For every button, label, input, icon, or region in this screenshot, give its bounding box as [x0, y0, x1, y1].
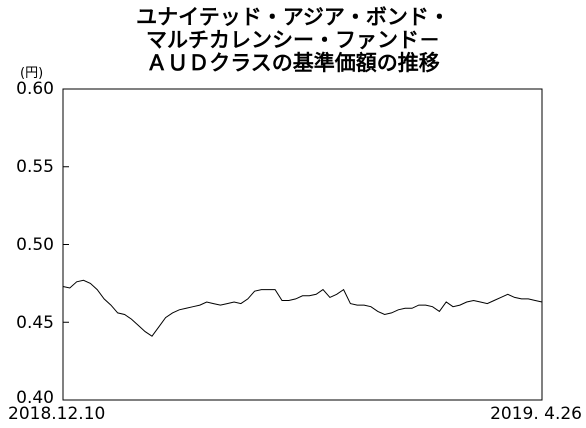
y-tick-label-0.45: 0.45	[16, 313, 54, 333]
y-tick-label-0.55: 0.55	[16, 157, 54, 177]
title-line-2: マルチカレンシー・ファンド－	[146, 28, 440, 52]
y-tick-label-0.50: 0.50	[16, 235, 54, 255]
x-tick-label-end: 2019. 4.26	[490, 404, 582, 424]
plot-frame	[62, 88, 543, 401]
title-line-1: ユナイテッド・アジア・ボンド・	[136, 5, 450, 29]
x-tick-label-start: 2018.12.10	[8, 404, 106, 424]
y-tick-label-0.60: 0.60	[16, 79, 54, 99]
title-line-3: ＡＵＤクラスの基準価額の推移	[146, 51, 440, 75]
series-line	[62, 279, 543, 337]
y-tick-label-0.40: 0.40	[16, 388, 54, 408]
chart-title: ユナイテッド・アジア・ボンド・ マルチカレンシー・ファンド－ ＡＵＤクラスの基準…	[0, 6, 586, 75]
y-unit-label: (円)	[20, 66, 44, 81]
